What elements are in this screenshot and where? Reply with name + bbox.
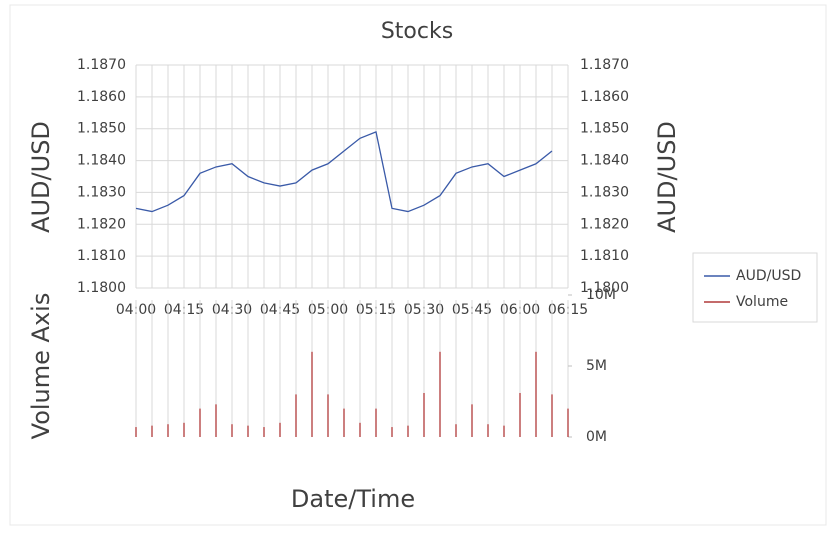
y-tick-label-right: 1.1870 (580, 57, 629, 73)
y-tick-label-right: 1.1800 (580, 280, 629, 296)
y-tick-label-right: 1.1860 (580, 89, 629, 105)
y-tick-label: 1.1850 (77, 121, 126, 137)
volume-tick-label: 0M (586, 429, 607, 445)
chart-title: Stocks (381, 19, 453, 44)
volume-axis-label: Volume Axis (27, 293, 55, 440)
chart-frame (9, 4, 827, 526)
y-tick-label: 1.1830 (77, 184, 126, 200)
legend (692, 252, 818, 323)
y-tick-label: 1.1840 (77, 153, 126, 169)
y-tick-label-right: 1.1830 (580, 184, 629, 200)
legend-label: AUD/USD (736, 268, 801, 284)
y-tick-label-right: 1.1840 (580, 153, 629, 169)
y-tick-label: 1.1870 (77, 57, 126, 73)
y-tick-label-right: 1.1850 (580, 121, 629, 137)
x-axis-label: Date/Time (291, 485, 415, 513)
y-tick-label: 1.1820 (77, 216, 126, 232)
y-axis-label: AUD/USD (27, 121, 55, 233)
legend-label: Volume (736, 294, 788, 310)
y-tick-label-right: 1.1820 (580, 216, 629, 232)
volume-tick-label: 10M (586, 287, 616, 303)
y-tick-label: 1.1860 (77, 89, 126, 105)
y-axis-label-right: AUD/USD (653, 121, 681, 233)
volume-tick-label: 5M (586, 358, 607, 374)
y-tick-label: 1.1810 (77, 248, 126, 264)
y-tick-label: 1.1800 (77, 280, 126, 296)
price-line (135, 131, 553, 213)
y-tick-label-right: 1.1810 (580, 248, 629, 264)
